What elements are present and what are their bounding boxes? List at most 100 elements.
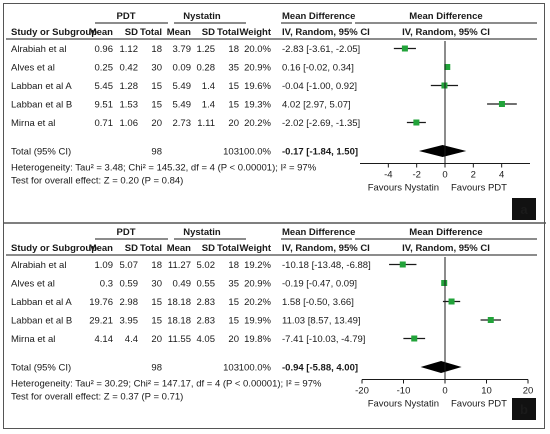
study-weight: 19.8% xyxy=(244,334,271,345)
study-point-marker xyxy=(487,317,494,323)
study-weight: 19.3% xyxy=(244,100,271,111)
study-name: Labban et al B xyxy=(11,100,72,111)
study-pdt-sd: 5.07 xyxy=(120,260,139,271)
study-pdt-total: 20 xyxy=(151,334,162,345)
panel-label: a xyxy=(520,202,528,217)
plot-header: Mean Difference xyxy=(409,11,482,22)
study-nystatin-sd: 1.4 xyxy=(202,100,215,111)
study-name: Labban et al A xyxy=(11,297,72,308)
study-point-marker xyxy=(411,335,418,342)
study-weight: 20.9% xyxy=(244,63,271,74)
study-ci-text: 4.02 [2.97, 5.07] xyxy=(282,100,351,111)
study-ci-text: -2.83 [-3.61, -2.05] xyxy=(282,44,360,55)
column-header-weight: Weight xyxy=(240,27,272,38)
study-pdt-sd: 0.59 xyxy=(120,279,139,290)
study-pdt-total: 20 xyxy=(151,118,162,129)
study-nystatin-total: 18 xyxy=(228,44,239,55)
column-header-method: IV, Random, 95% CI xyxy=(282,27,370,38)
column-header-total: Total xyxy=(140,27,162,38)
study-pdt-total: 18 xyxy=(151,44,162,55)
study-nystatin-mean: 11.55 xyxy=(168,334,191,345)
study-nystatin-total: 15 xyxy=(228,100,239,111)
study-pdt-mean: 19.76 xyxy=(89,297,113,308)
study-nystatin-mean: 5.49 xyxy=(173,81,192,92)
study-point-marker xyxy=(444,64,451,70)
x-tick-label: -10 xyxy=(397,386,411,397)
plot-header: Mean Difference xyxy=(409,227,482,238)
study-nystatin-sd: 0.55 xyxy=(197,279,216,290)
study-nystatin-mean: 2.73 xyxy=(173,118,192,129)
total-weight: 100.0% xyxy=(239,147,272,158)
study-point-marker xyxy=(399,261,406,268)
overall-effect-text: Test for overall effect: Z = 0.37 (P = 0… xyxy=(11,392,183,403)
panel-label: b xyxy=(520,402,528,417)
favours-left-label: Favours Nystatin xyxy=(368,183,439,194)
study-nystatin-sd: 1.25 xyxy=(197,44,216,55)
x-tick-label: 0 xyxy=(442,170,447,181)
column-header-sd: SD xyxy=(202,27,215,38)
study-pdt-sd: 3.95 xyxy=(120,316,139,327)
study-pdt-mean: 0.96 xyxy=(95,44,114,55)
total-pdt: 98 xyxy=(151,363,162,374)
study-pdt-total: 18 xyxy=(151,260,162,271)
study-weight: 19.9% xyxy=(244,316,271,327)
study-point-marker xyxy=(413,119,420,126)
x-tick-label: -4 xyxy=(384,170,392,181)
column-header-sd: SD xyxy=(125,27,138,38)
total-ci-text: -0.17 [-1.84, 1.50] xyxy=(282,147,358,158)
study-ci-text: -7.41 [-10.03, -4.79] xyxy=(282,334,365,345)
study-pdt-total: 30 xyxy=(151,279,162,290)
column-header-mean: Mean xyxy=(167,243,191,254)
study-point-marker xyxy=(498,101,505,107)
study-nystatin-sd: 0.28 xyxy=(197,63,216,74)
total-weight: 100.0% xyxy=(239,363,272,374)
study-weight: 20.0% xyxy=(244,44,271,55)
study-nystatin-sd: 2.83 xyxy=(197,316,216,327)
total-label: Total (95% CI) xyxy=(11,363,71,374)
study-ci-text: -10.18 [-13.48, -6.88] xyxy=(282,260,371,271)
column-header-study: Study or Subgroup xyxy=(11,27,97,38)
column-header-sd: SD xyxy=(202,243,215,254)
plot-subheader: IV, Random, 95% CI xyxy=(402,243,490,254)
total-label: Total (95% CI) xyxy=(11,147,71,158)
study-ci-text: 1.58 [-0.50, 3.66] xyxy=(282,297,354,308)
x-tick-label: -2 xyxy=(412,170,420,181)
x-tick-label: 10 xyxy=(481,386,492,397)
study-pdt-mean: 0.25 xyxy=(95,63,114,74)
study-pdt-sd: 4.4 xyxy=(125,334,138,345)
study-pdt-mean: 9.51 xyxy=(95,100,114,111)
x-tick-label: 0 xyxy=(442,386,447,397)
study-nystatin-mean: 18.18 xyxy=(167,297,191,308)
study-nystatin-sd: 4.05 xyxy=(197,334,216,345)
figure-frame xyxy=(3,3,545,429)
column-header-study: Study or Subgroup xyxy=(11,243,97,254)
study-pdt-sd: 0.42 xyxy=(120,63,139,74)
study-pdt-mean: 1.09 xyxy=(95,260,114,271)
study-nystatin-mean: 0.49 xyxy=(173,279,192,290)
study-nystatin-total: 20 xyxy=(228,334,239,345)
study-nystatin-total: 35 xyxy=(228,279,239,290)
study-pdt-mean: 0.3 xyxy=(100,279,113,290)
column-header-sd: SD xyxy=(125,243,138,254)
x-tick-label: 4 xyxy=(499,170,504,181)
study-point-marker xyxy=(448,298,455,305)
study-name: Labban et al A xyxy=(11,81,72,92)
study-nystatin-total: 15 xyxy=(228,297,239,308)
total-diamond xyxy=(418,145,467,157)
study-nystatin-mean: 11.27 xyxy=(168,260,191,271)
group-label-experimental: PDT xyxy=(117,227,136,238)
plot-subheader: IV, Random, 95% CI xyxy=(402,27,490,38)
study-pdt-total: 15 xyxy=(151,316,162,327)
group-label-control: Nystatin xyxy=(183,227,221,238)
total-ci-text: -0.94 [-5.88, 4.00] xyxy=(282,363,358,374)
column-header-mean-difference: Mean Difference xyxy=(282,227,355,238)
favours-right-label: Favours PDT xyxy=(451,399,507,410)
study-weight: 20.2% xyxy=(244,297,271,308)
study-weight: 20.9% xyxy=(244,279,271,290)
study-nystatin-total: 15 xyxy=(228,81,239,92)
study-pdt-mean: 5.45 xyxy=(95,81,114,92)
study-pdt-total: 15 xyxy=(151,297,162,308)
study-name: Alrabiah et al xyxy=(11,260,66,271)
study-pdt-sd: 2.98 xyxy=(120,297,139,308)
overall-effect-text: Test for overall effect: Z = 0.20 (P = 0… xyxy=(11,176,183,187)
